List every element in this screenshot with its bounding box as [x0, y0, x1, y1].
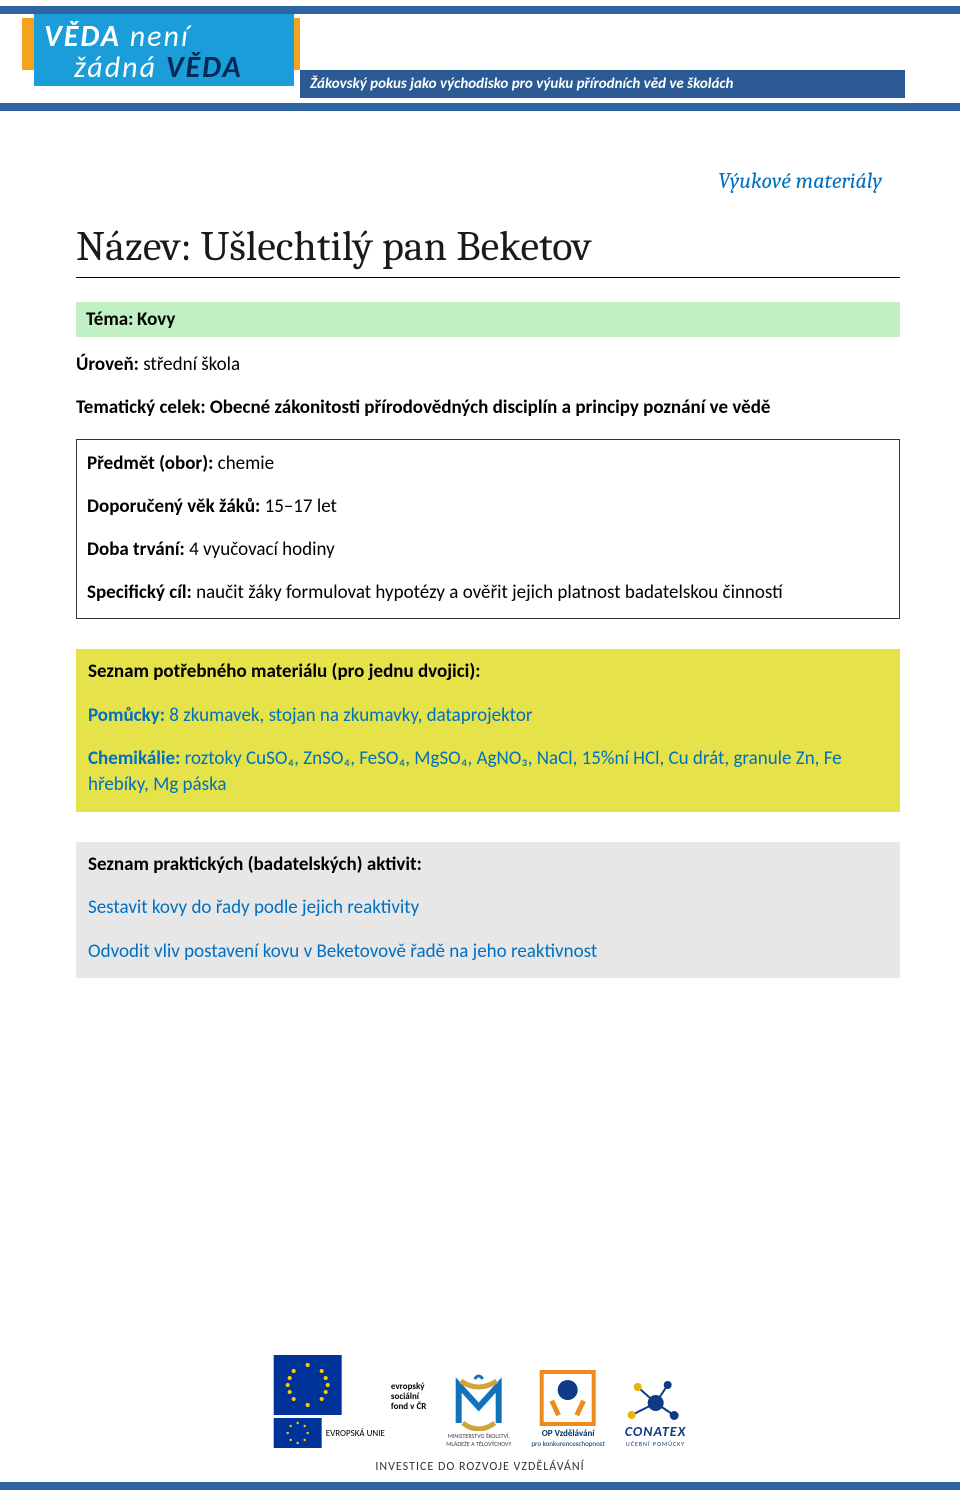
level-label: Úroveň: — [76, 353, 139, 376]
tools-line: Pomůcky: 8 zkumavek, stojan na zkumavky,… — [88, 703, 888, 729]
logo-word-zadna: žádná — [74, 49, 157, 86]
age-value: 15–17 let — [265, 495, 337, 518]
conatex-logo: CONATEX UČEBNÍ POMŮCKY — [625, 1381, 687, 1448]
thematic-line: Tematický celek: Obecné zákonitosti přír… — [76, 396, 900, 419]
tools-value: 8 zkumavek, stojan na zkumavky, dataproj… — [169, 704, 532, 727]
theme-label: Téma: — [86, 308, 133, 331]
activities-block: Seznam praktických (badatelských) aktivi… — [76, 842, 900, 979]
conatex-icon — [626, 1381, 686, 1423]
logo-word-veda2: VĚDA — [166, 49, 243, 86]
document-body: Výukové materiály Název: Ušlechtilý pan … — [0, 128, 960, 978]
subject-line: Předmět (obor): chemie — [87, 452, 889, 475]
opvk-line-2: pro konkurenceschopnost — [531, 1439, 604, 1448]
duration-line: Doba trvání: 4 vyučovací hodiny — [87, 538, 889, 561]
age-line: Doporučený věk žáků: 15–17 let — [87, 495, 889, 518]
esf-line-3: fond v ČR — [391, 1402, 426, 1412]
page-footer: EVROPSKÁ UNIE evropský sociální fond v Č… — [0, 1320, 960, 1490]
goal-label: Specifický cíl: — [87, 581, 192, 604]
goal-value: naučit žáky formulovat hypotézy a ověřit… — [196, 581, 783, 604]
header-subtitle-bar: Žákovský pokus jako východisko pro výuku… — [300, 70, 905, 98]
eu-mini-strip: EVROPSKÁ UNIE — [274, 1418, 385, 1448]
header-bottom-rule — [0, 103, 960, 111]
conatex-name: CONATEX — [625, 1423, 687, 1440]
document-title: Název: Ušlechtilý pan Beketov — [76, 222, 900, 278]
goal-line: Specifický cíl: naučit žáky formulovat h… — [87, 581, 889, 604]
level-line: Úroveň: střední škola — [76, 353, 900, 376]
msmt-line-2: MLÁDEŽE A TĚLOVÝCHOVY — [446, 1441, 511, 1448]
activity-item-2: Odvodit vliv postavení kovu v Beketovově… — [88, 939, 888, 965]
activity-item-1: Sestavit kovy do řady podle jejich reakt… — [88, 895, 888, 921]
footer-invest-line: INVESTICE DO ROZVOJE VZDĚLÁVÁNÍ — [0, 1460, 960, 1474]
chem-line: Chemikálie: roztoky CuSO₄, ZnSO₄, FeSO₄,… — [88, 746, 888, 797]
activities-heading: Seznam praktických (badatelských) aktivi… — [88, 853, 422, 876]
chem-value: roztoky CuSO₄, ZnSO₄, FeSO₄, MgSO₄, AgNO… — [88, 747, 842, 796]
logo-line-2: žádná VĚDA — [74, 49, 284, 86]
theme-block: Téma: Kovy — [76, 302, 900, 337]
materials-block: Seznam potřebného materiálu (pro jednu d… — [76, 649, 900, 812]
eu-flag-icon — [274, 1355, 342, 1415]
eu-label: EVROPSKÁ UNIE — [326, 1428, 385, 1439]
tools-label: Pomůcky: — [88, 704, 165, 727]
header-top-rule — [0, 6, 960, 14]
info-box: Předmět (obor): chemie Doporučený věk žá… — [76, 439, 900, 619]
opvk-line-1: OP Vzdělávání — [531, 1429, 604, 1439]
opvk-logo: OP Vzdělávání pro konkurenceschopnost — [531, 1370, 604, 1448]
super-heading: Výukové materiály — [76, 168, 900, 194]
esf-text: evropský sociální fond v ČR — [391, 1382, 426, 1412]
materials-heading: Seznam potřebného materiálu (pro jednu d… — [88, 660, 481, 683]
thematic-text: Tematický celek: Obecné zákonitosti přír… — [76, 396, 770, 419]
chem-label: Chemikálie: — [88, 747, 180, 770]
opvk-icon — [540, 1370, 596, 1426]
conatex-sub: UČEBNÍ POMŮCKY — [625, 1440, 687, 1448]
header-subtitle-text: Žákovský pokus jako východisko pro výuku… — [310, 75, 733, 93]
msmt-icon — [449, 1373, 509, 1431]
subject-value: chemie — [218, 452, 274, 475]
page-header: VĚDA není žádná VĚDA Žákovský pokus jako… — [0, 0, 960, 128]
duration-value: 4 vyučovací hodiny — [189, 538, 335, 561]
age-label: Doporučený věk žáků: — [87, 495, 260, 518]
project-logo: VĚDA není žádná VĚDA — [34, 14, 294, 86]
footer-logo-row: EVROPSKÁ UNIE evropský sociální fond v Č… — [274, 1355, 687, 1448]
msmt-logo: MINISTERSTVO ŠKOLSTVÍ, MLÁDEŽE A TĚLOVÝC… — [446, 1373, 511, 1448]
level-value: střední škola — [143, 353, 240, 376]
msmt-line-1: MINISTERSTVO ŠKOLSTVÍ, — [446, 1433, 511, 1440]
theme-value: Kovy — [137, 308, 175, 331]
eu-mini-flag-icon — [274, 1418, 322, 1448]
duration-label: Doba trvání: — [87, 538, 185, 561]
footer-rule — [0, 1482, 960, 1490]
subject-label: Předmět (obor): — [87, 452, 213, 475]
esf-eu-logo: EVROPSKÁ UNIE evropský sociální fond v Č… — [274, 1355, 427, 1448]
